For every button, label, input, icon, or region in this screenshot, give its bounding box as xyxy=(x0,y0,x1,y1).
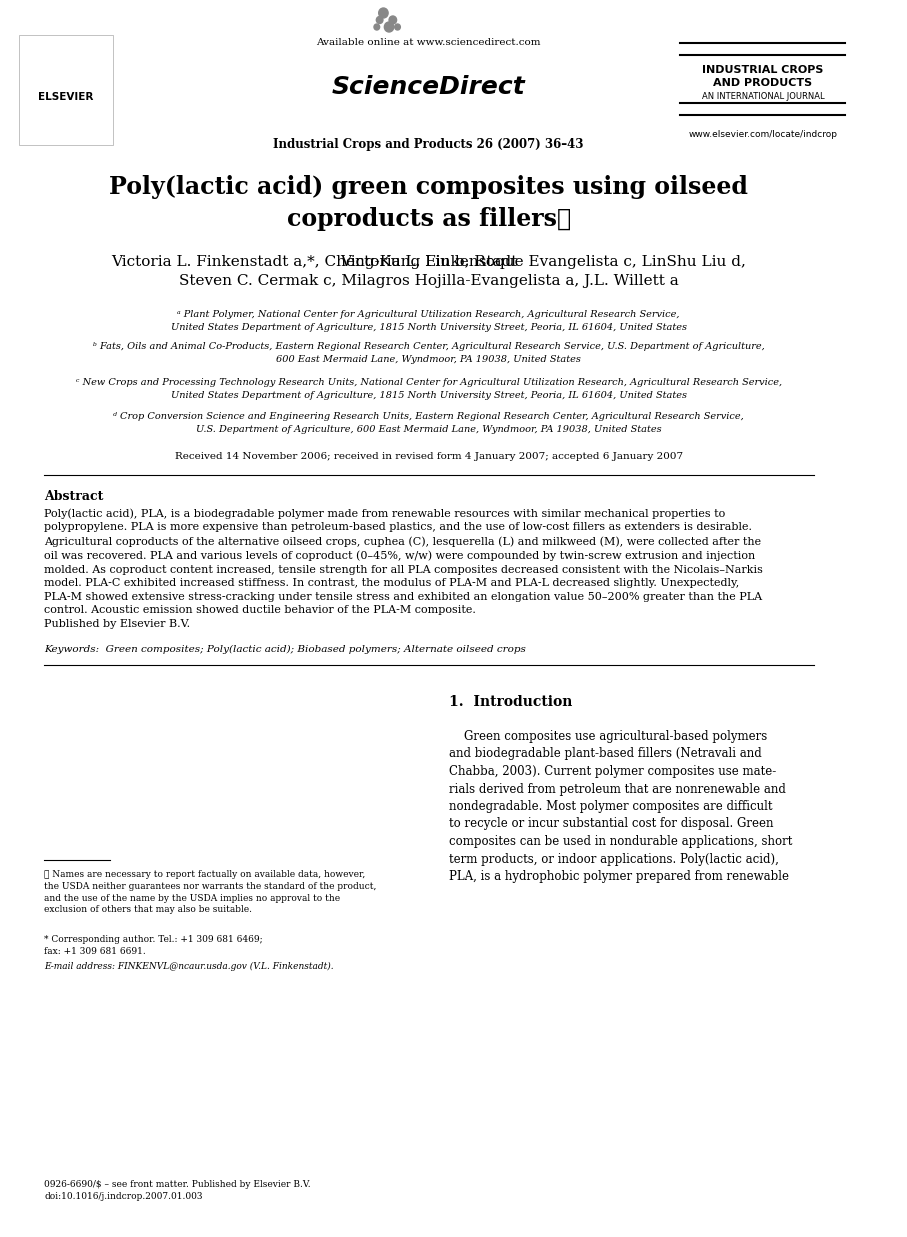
Text: INDUSTRIAL CROPS: INDUSTRIAL CROPS xyxy=(702,66,824,75)
Text: Victoria L. Finkenstadt a,*, Cheng-Kung Liu b, Roque Evangelista c, LinShu Liu d: Victoria L. Finkenstadt a,*, Cheng-Kung … xyxy=(112,255,746,288)
Text: www.elsevier.com/locate/indcrop: www.elsevier.com/locate/indcrop xyxy=(688,130,837,139)
Circle shape xyxy=(374,24,380,30)
Text: ELSEVIER: ELSEVIER xyxy=(38,92,93,101)
Text: 0926-6690/$ – see front matter. Published by Elsevier B.V.
doi:10.1016/j.indcrop: 0926-6690/$ – see front matter. Publishe… xyxy=(44,1180,311,1201)
Text: ᶜ New Crops and Processing Technology Research Units, National Center for Agricu: ᶜ New Crops and Processing Technology Re… xyxy=(75,379,782,400)
Text: Victoria L. Finkenstadt: Victoria L. Finkenstadt xyxy=(340,255,517,268)
Circle shape xyxy=(385,22,394,32)
Bar xyxy=(19,35,113,145)
Text: E-mail address: FINKENVL@ncaur.usda.gov (V.L. Finkenstadt).: E-mail address: FINKENVL@ncaur.usda.gov … xyxy=(44,962,334,971)
Text: Received 14 November 2006; received in revised form 4 January 2007; accepted 6 J: Received 14 November 2006; received in r… xyxy=(174,452,683,461)
Text: Poly(lactic acid) green composites using oilseed
coproducts as fillers★: Poly(lactic acid) green composites using… xyxy=(109,174,748,230)
Text: ᵃ Plant Polymer, National Center for Agricultural Utilization Research, Agricult: ᵃ Plant Polymer, National Center for Agr… xyxy=(171,310,687,332)
Text: 1.  Introduction: 1. Introduction xyxy=(449,695,572,709)
Text: ★ Names are necessary to report factually on available data, however,
the USDA n: ★ Names are necessary to report factuall… xyxy=(44,870,376,914)
Circle shape xyxy=(379,7,388,19)
Text: ᵇ Fats, Oils and Animal Co-Products, Eastern Regional Research Center, Agricultu: ᵇ Fats, Oils and Animal Co-Products, Eas… xyxy=(93,341,765,364)
Text: Industrial Crops and Products 26 (2007) 36–43: Industrial Crops and Products 26 (2007) … xyxy=(273,139,584,151)
Text: Green composites use agricultural-based polymers
and biodegradable plant-based f: Green composites use agricultural-based … xyxy=(449,730,767,761)
Text: AND PRODUCTS: AND PRODUCTS xyxy=(714,78,813,88)
Text: Green composites use agricultural-based polymers
and biodegradable plant-based f: Green composites use agricultural-based … xyxy=(449,730,793,883)
Text: ScienceDirect: ScienceDirect xyxy=(332,75,525,99)
Text: * Corresponding author. Tel.: +1 309 681 6469;
fax: +1 309 681 6691.: * Corresponding author. Tel.: +1 309 681… xyxy=(44,935,263,956)
Text: AN INTERNATIONAL JOURNAL: AN INTERNATIONAL JOURNAL xyxy=(702,92,824,101)
Text: Abstract: Abstract xyxy=(44,490,103,503)
Text: Available online at www.sciencedirect.com: Available online at www.sciencedirect.co… xyxy=(317,38,541,47)
Circle shape xyxy=(395,24,400,30)
Text: Poly(lactic acid), PLA, is a biodegradable polymer made from renewable resources: Poly(lactic acid), PLA, is a biodegradab… xyxy=(44,508,764,628)
Circle shape xyxy=(389,16,396,24)
Circle shape xyxy=(376,16,383,24)
Text: ᵈ Crop Conversion Science and Engineering Research Units, Eastern Regional Resea: ᵈ Crop Conversion Science and Engineerin… xyxy=(113,412,744,433)
Text: Keywords:  Green composites; Poly(lactic acid); Biobased polymers; Alternate oil: Keywords: Green composites; Poly(lactic … xyxy=(44,644,526,654)
